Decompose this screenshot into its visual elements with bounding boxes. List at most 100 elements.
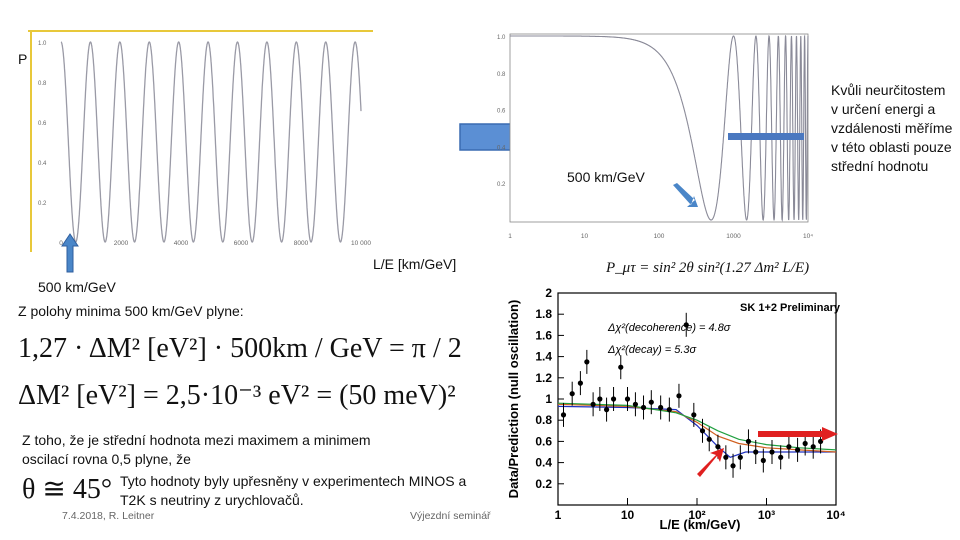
left-y-ticks: 1.0 0.8 0.6 0.4 0.2: [38, 41, 47, 207]
footer-date: 7.4.2018, R. Leitner: [62, 510, 155, 522]
sk-data-point: [723, 454, 729, 460]
right-oscillation-plot: 1.0 0.8 0.6 0.4 0.2 1 10 100 1000 10⁴: [497, 33, 813, 240]
sk-x-tick-label: 10: [621, 508, 635, 522]
sk-x-tick-label: 10³: [758, 508, 775, 522]
sk-data-point: [610, 396, 617, 402]
sk-y-tick-label: 0.4: [535, 456, 552, 470]
theta-equation: θ ≅ 45°: [22, 474, 113, 505]
sk-data-point: [590, 401, 596, 407]
sk-data-point: [624, 396, 631, 402]
left-y-tick-label: 0.8: [38, 81, 47, 87]
sk-x-tick-label: 1: [555, 508, 562, 522]
minimum-text: Z polohy minima 500 km/GeV plyne:: [18, 303, 244, 319]
right-y-tick-label: 0.4: [497, 145, 506, 151]
right-x-ticks: 1 10 100 1000 10⁴: [508, 233, 813, 240]
sk-data-point: [691, 412, 697, 418]
left-y-tick-label: 0.2: [38, 201, 47, 207]
sk-plot-frame: [557, 292, 837, 506]
red-bar-arrowhead-icon: [822, 427, 838, 441]
mean-text: Z toho, že je střední hodnota mezi maxim…: [22, 432, 371, 467]
sk-x-ticks: 1 10 10² 10³ 10⁴: [555, 498, 845, 522]
right-x-tick-label: 1000: [726, 233, 741, 240]
right-x-tick-label: 100: [654, 233, 665, 240]
sk-y-tick-label: 1.2: [535, 371, 552, 385]
equation-1: 1,27 · ΔM² [eV²] · 500km / GeV = π / 2: [18, 333, 462, 364]
sk-y-tick-label: 1.8: [535, 307, 552, 321]
sk-data-point: [699, 428, 706, 434]
sk-data-point: [730, 463, 736, 469]
right-y-tick-label: 0.8: [497, 72, 506, 78]
sk-legend-0: Δχ²(decoherence) = 4.8σ: [607, 322, 731, 334]
sk-data-point: [683, 322, 689, 328]
sk-y-tick-label: 2: [545, 286, 552, 300]
p-axis-label: P: [18, 51, 28, 67]
right-y-tick-label: 0.6: [497, 109, 506, 115]
arrow-label-top: 500 km/GeV: [567, 169, 645, 185]
right-y-tick-label: 0.2: [497, 182, 506, 188]
sk-legend-1: Δχ²(decay) = 5.3σ: [607, 344, 697, 356]
left-oscillation-curve: [60, 41, 362, 243]
right-y-ticks: 1.0 0.8 0.6 0.4 0.2: [497, 35, 506, 188]
sk-y-tick-label: 0.2: [535, 477, 552, 491]
sk-data-point: [817, 438, 824, 444]
sk-data-point: [666, 407, 672, 413]
sk-data-point: [745, 438, 752, 444]
sk-data-point: [769, 449, 775, 455]
sk-data-point: [569, 391, 575, 397]
left-x-tick-label: 10 000: [351, 240, 371, 247]
sk-y-tick-label: 1: [545, 392, 552, 406]
footer-event: Výjezdní seminář: [410, 510, 491, 522]
up-arrow-icon: [61, 233, 79, 273]
sk-data-point: [584, 359, 590, 365]
sk-data-point: [715, 444, 721, 450]
sk-data-point: [786, 444, 792, 450]
left-x-tick-label: 8000: [294, 240, 309, 247]
arrow-label-left: 500 km/GeV: [38, 279, 116, 295]
sk-y-tick-label: 1.4: [535, 350, 552, 364]
sk-x-tick-label: 10⁴: [826, 508, 845, 522]
sk-title: SK 1+2 Preliminary: [740, 302, 841, 314]
sk-data-point: [577, 380, 583, 386]
small-blue-arrow-icon: [673, 183, 698, 207]
equation-2: ΔM² [eV²] = 2,5·10⁻³ eV² = (50 meV)²: [18, 380, 456, 411]
refined-text: Tyto hodnoty byly upřesněny v experiment…: [120, 473, 467, 508]
sk-data-point: [676, 393, 682, 399]
right-x-tick-label: 1: [508, 233, 512, 240]
sk-data-point: [802, 440, 808, 447]
sk-data-point: [658, 404, 664, 411]
formula: P_μτ = sin² 2θ sin²(1.27 Δm² L/E): [606, 260, 810, 276]
right-x-tick-label: 10: [581, 233, 589, 240]
red-arrow-icon: [697, 448, 724, 477]
sk-data-point: [778, 454, 784, 460]
sk-data-plot: Data/Prediction (null oscillation) L/E (…: [506, 286, 845, 532]
sk-data-point: [737, 454, 743, 460]
sk-y-tick-label: 0.8: [535, 413, 552, 427]
left-x-tick-label: 0: [59, 240, 63, 247]
sk-data-points: [560, 312, 824, 478]
sk-y-tick-label: 0.6: [535, 434, 552, 448]
sk-ylabel: Data/Prediction (null oscillation): [506, 300, 521, 499]
sk-data-point: [753, 449, 759, 455]
left-x-ticks: 0 2000 4000 6000 8000 10 000: [59, 240, 371, 247]
sk-xlabel: L/E (km/GeV): [660, 517, 741, 532]
sk-data-point: [597, 396, 603, 402]
side-note: Kvůli neurčitostem v určení energi a vzd…: [831, 82, 953, 174]
left-y-tick-label: 1.0: [38, 41, 47, 47]
left-y-tick-label: 0.4: [38, 161, 47, 167]
right-y-tick-label: 1.0: [497, 35, 506, 41]
sk-data-point: [618, 364, 624, 370]
sk-y-ticks: 0.2 0.4 0.6 0.8 1 1.2 1.4 1.6 1.8 2: [535, 286, 564, 491]
sk-data-point: [560, 412, 567, 418]
sk-y-tick-label: 1.6: [535, 328, 552, 342]
left-x-tick-label: 4000: [174, 240, 189, 247]
left-x-tick-label: 6000: [234, 240, 249, 247]
right-x-tick-label: 10⁴: [803, 233, 813, 240]
sk-data-point: [640, 404, 647, 411]
sk-data-point: [760, 457, 766, 464]
mean-value-bar: [728, 133, 804, 140]
sk-data-point: [706, 436, 712, 442]
sk-data-point: [810, 444, 816, 450]
left-x-tick-label: 2000: [114, 240, 129, 247]
sk-x-tick-label: 10²: [688, 508, 705, 522]
left-oscillation-plot: 1.0 0.8 0.6 0.4 0.2 0 2000 4000 6000 8000 10 000: [28, 30, 373, 252]
